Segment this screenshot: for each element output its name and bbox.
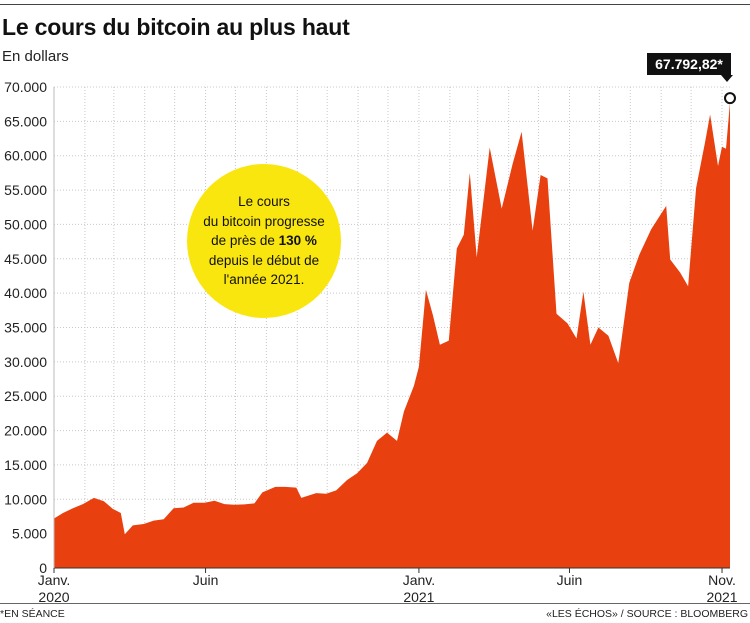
callout-bubble: Le cours du bitcoin progresse de près de… [187,164,341,318]
y-tick-label: 25.000 [4,388,47,404]
y-tick-label: 0 [39,560,47,576]
y-tick-label: 5.000 [12,526,47,542]
bottom-rule [0,603,750,604]
y-tick-label: 35.000 [4,320,47,336]
callout-highlight: 130 % [278,233,317,249]
price-area [54,102,730,568]
y-tick-label: 30.000 [4,354,47,370]
callout-line: de près de [211,233,279,249]
y-tick-label: 10.000 [4,491,47,507]
last-value-badge: 67.792,82* [647,53,731,75]
callout-line: du bitcoin progresse [203,213,325,229]
y-tick-label: 20.000 [4,423,47,439]
y-tick-label: 15.000 [4,457,47,473]
x-tick-year-label: 2021 [706,589,737,605]
x-tick-label: Janv. [403,572,435,588]
y-tick-label: 45.000 [4,251,47,267]
y-tick-label: 65.000 [4,113,47,129]
y-tick-label: 60.000 [4,148,47,164]
source-credit: «LES ÉCHOS» / SOURCE : BLOOMBERG [546,608,748,620]
y-tick-label: 50.000 [4,216,47,232]
x-tick-year-label: 2020 [38,589,69,605]
chart-title: Le cours du bitcoin au plus haut [2,14,350,40]
x-tick-year-label: 2021 [403,589,434,605]
x-tick-label: Juin [557,572,583,588]
callout-line: l'année 2021. [223,272,305,288]
badge-tail [721,75,733,82]
footnote: *EN SÉANCE [0,608,65,620]
x-tick-label: Nov. [708,572,736,588]
callout-line: depuis le début de [208,252,320,268]
y-tick-label: 40.000 [4,285,47,301]
top-rule [0,4,750,5]
callout-line: Le cours [238,194,290,210]
x-tick-label: Juin [193,572,219,588]
y-tick-label: 70.000 [4,79,47,95]
x-tick-label: Janv. [38,572,70,588]
last-point-marker [724,92,736,105]
y-tick-label: 55.000 [4,182,47,198]
chart-subtitle: En dollars [2,48,69,65]
